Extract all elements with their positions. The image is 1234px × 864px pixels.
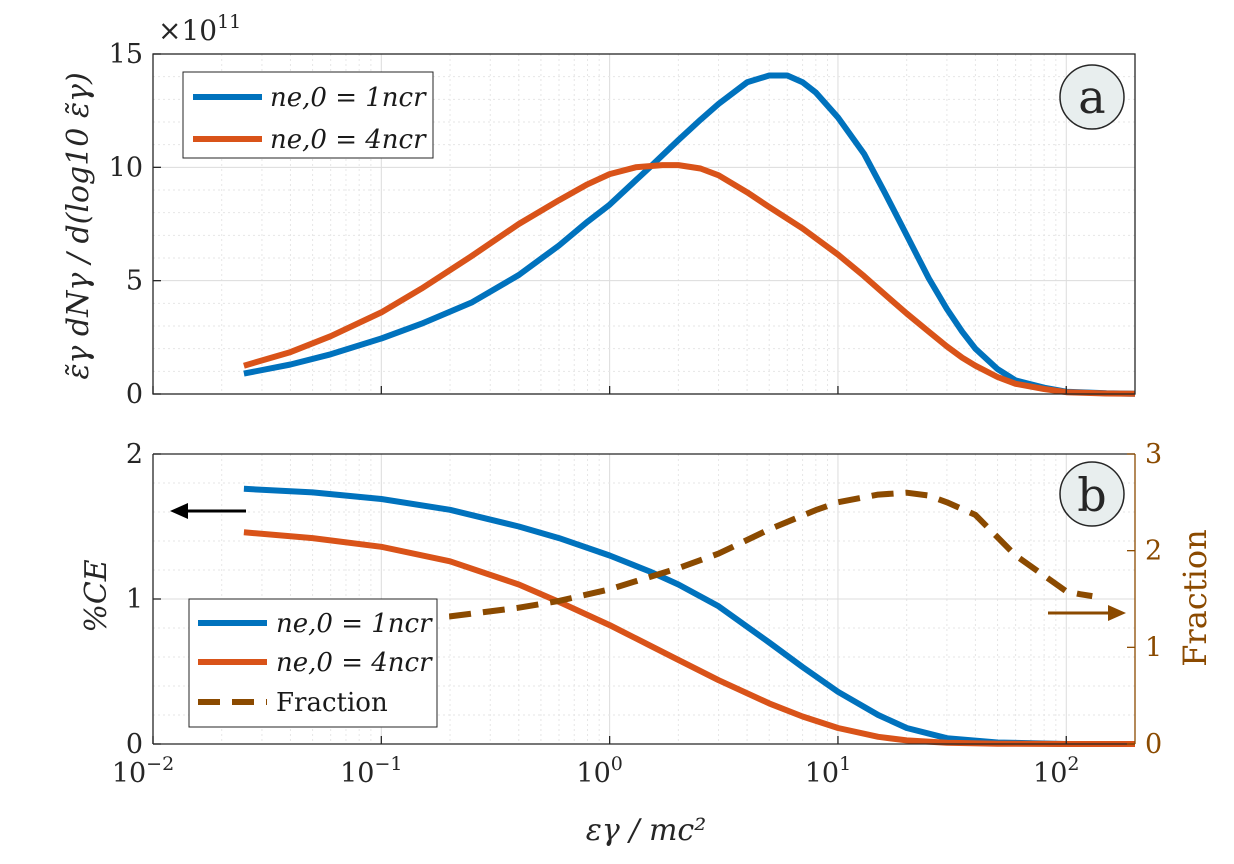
series-line-fraction (381, 489, 1093, 625)
panel-b-legend-label-ne1: ne,0 = 1ncr (276, 609, 433, 639)
series-line-ne4 (243, 162, 1136, 397)
panel-a-badge-circle (1059, 64, 1125, 130)
panel-a-legend: ne,0 = 1ncr ne,0 = 4ncr (182, 71, 434, 159)
y-tick-label: 0 (126, 379, 143, 410)
y-tick-label: 2 (126, 439, 143, 470)
x-tick-label: 101 (805, 753, 851, 789)
panel-a-axes-box (152, 53, 1136, 395)
panel-b-x-ticks: 10−2 10−1 100 101 102 (112, 736, 1079, 789)
x-tick-label: 100 (576, 753, 622, 789)
right-axis-arrow-head (1108, 605, 1126, 621)
y2-tick-label: 0 (1145, 729, 1162, 760)
y-tick-label: 1 (126, 584, 143, 615)
panel-b-badge: b (1059, 461, 1125, 527)
panel-a-legend-label-ne1: ne,0 = 1ncr (270, 83, 427, 113)
panel-b-y2-ticks: 0 1 2 3 (1127, 439, 1162, 760)
y-tick-label: 10 (109, 152, 143, 183)
panel-a-y-label: ε̃γ dNγ / d(log10 ε̃γ) (61, 72, 96, 379)
panel-b-y2-label: Fraction (1176, 529, 1214, 666)
y-tick-label: 0 (126, 729, 143, 760)
panel-b-y-ticks: 0 1 2 (126, 439, 161, 760)
y2-tick-label: 3 (1145, 439, 1162, 470)
y-tick-label: 5 (126, 266, 143, 297)
panel-b-series (243, 485, 1135, 747)
series-line-ne1 (243, 72, 1136, 397)
panel-a-badge-letter: a (1078, 70, 1105, 124)
right-axis-arrow (1048, 605, 1126, 621)
x-tick-label: 10−1 (340, 753, 402, 789)
panel-b-x-label: εγ / mc² (586, 813, 706, 848)
x-tick-label: 10−2 (112, 753, 174, 789)
panel-b-legend-label-fraction: Fraction (276, 688, 388, 718)
x-tick-label: 102 (1033, 753, 1079, 789)
panel-a: 0 5 10 15 ×1011 ε̃γ dNγ / d(log10 ε̃γ) ne,0… (61, 11, 1136, 410)
panel-a-exponent-label: ×1011 (158, 11, 241, 47)
panel-a-legend-label-ne4: ne,0 = 4ncr (270, 125, 427, 155)
left-axis-arrow-head (170, 503, 188, 519)
y2-tick-label: 1 (1145, 632, 1162, 663)
panel-b-legend-label-ne4: ne,0 = 4ncr (276, 648, 433, 678)
panel-a-series (243, 72, 1136, 397)
panel-b-y-label: %CE (79, 559, 114, 632)
panel-a-badge: a (1059, 64, 1125, 130)
panel-b-badge-letter: b (1077, 468, 1106, 522)
panel-a-legend-box (182, 71, 434, 159)
left-axis-arrow (170, 503, 246, 519)
y-tick-label: 15 (109, 39, 143, 70)
series-line-ne4 (243, 529, 1135, 747)
panel-b-legend: ne,0 = 1ncr ne,0 = 4ncr Fraction (188, 598, 438, 728)
panel-a-y-ticks: 0 5 10 15 (109, 39, 1067, 410)
y2-tick-label: 2 (1145, 536, 1162, 567)
series-line-ne1 (243, 485, 1135, 747)
panel-b-badge-circle (1059, 461, 1125, 527)
